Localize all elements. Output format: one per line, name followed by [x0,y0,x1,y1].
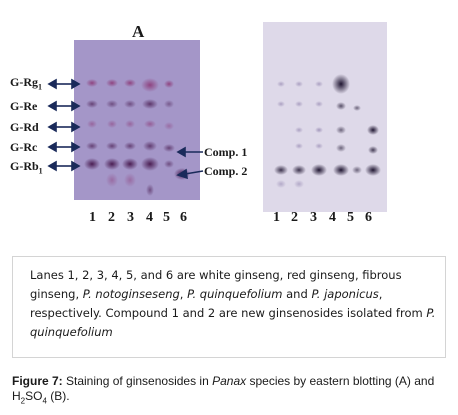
lane-a-5: 5 [163,210,170,225]
marker-re-label: G-Re [10,99,38,113]
compound-2-label: Comp. 2 [204,164,248,178]
lane-a-4: 4 [146,210,153,225]
panel-a-label: A [132,22,145,41]
figure-caption: Figure 7: Staining of ginsenosides in Pa… [12,374,435,406]
lane-b-6: 6 [365,210,372,225]
marker-arrows [47,78,204,180]
compound-1-label: Comp. 1 [204,145,248,159]
lanes-description: Lanes 1, 2, 3, 4, 5, and 6 are white gin… [30,268,436,339]
plate-a [74,40,200,200]
lane-a-3: 3 [127,210,134,225]
lane-b-3: 3 [310,210,317,225]
lane-b-5: 5 [347,210,354,225]
caption-box [12,256,446,358]
lane-b-4: 4 [329,210,336,225]
marker-rg1-label: G-Rg1 [10,75,42,92]
lane-b-2: 2 [291,210,298,225]
marker-rc-label: G-Rc [10,140,38,154]
lane-a-6: 6 [180,210,187,225]
lane-a-1: 1 [89,210,96,225]
marker-rb1-label: G-Rb1 [10,159,43,176]
plate-b [263,22,387,212]
lane-b-1: 1 [273,210,280,225]
lane-a-2: 2 [108,210,115,225]
marker-rd-label: G-Rd [10,120,39,134]
